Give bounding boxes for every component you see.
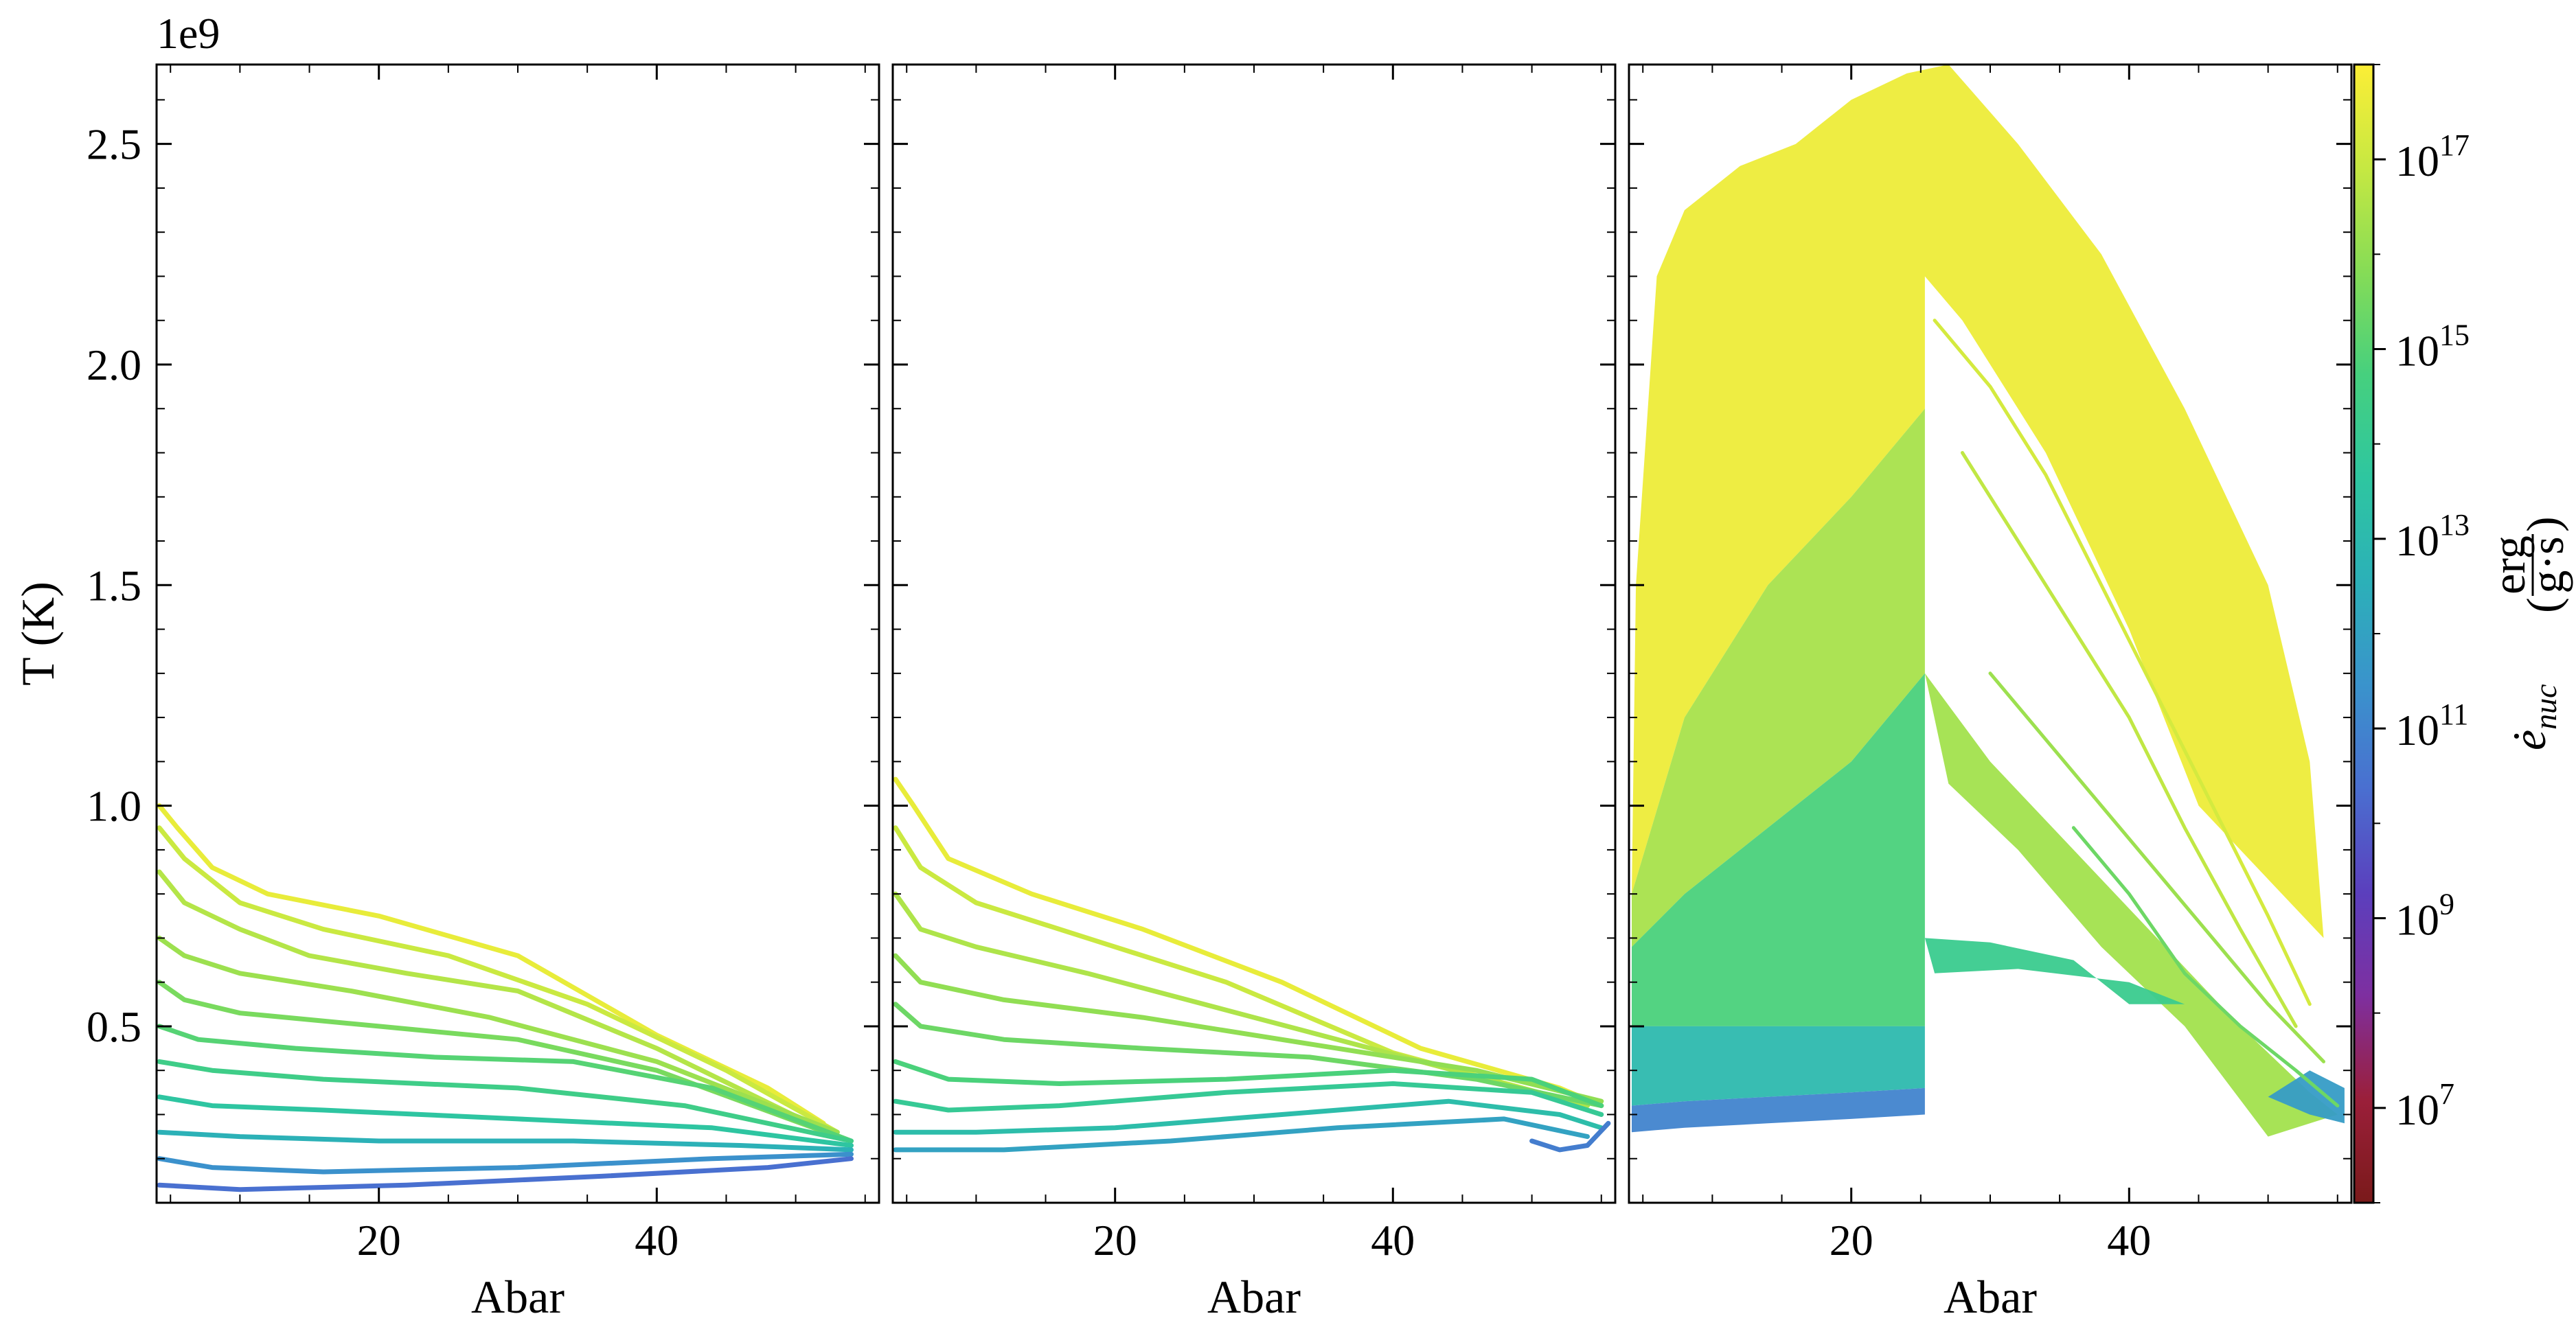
colorbar-label-numerator: erg [2483,535,2535,595]
panel-1-y-tick-label: 0.5 [87,1002,141,1051]
colorbar-label-main: ė [2503,730,2555,750]
colorbar-tick-label: 109 [2395,888,2454,945]
panel-3-region-3 [1632,673,1925,1026]
colorbar-ticks: 107 109 1011 1013 1015 1017 [2373,64,2470,1203]
panel-3-region-1 [1632,65,2324,938]
panel-2-track-6 [893,1059,1604,1109]
panel-3-x-axis-label: Abar [1944,1271,2037,1323]
panel-1-ticks: 20 40 0.5 1.0 1.5 2.0 2.5 [87,65,879,1265]
panel-2-track-10 [1529,1120,1611,1153]
panel-1-y-tick-label: 1.5 [87,561,141,610]
y-offset-label: 1e9 [157,9,220,58]
svg-text:ėnuc: ėnuc [2503,684,2563,750]
colorbar-tick-label: 1015 [2395,319,2470,376]
panel-1-y-tick-label: 2.0 [87,341,141,389]
panel-1-x-tick-label: 40 [635,1216,679,1265]
colorbar-label-close-paren: ) [2517,516,2569,532]
colorbar-gradient [2354,65,2373,1203]
panel-1-track-6 [157,1024,854,1144]
panel-2-track-8 [893,1098,1604,1135]
panel-1: 20 40 0.5 1.0 1.5 2.0 2.5 Abar T (K) [12,63,880,1323]
panel-1-y-tick-label: 2.5 [87,120,141,169]
panel-2-data [893,776,1611,1153]
panel-3-x-tick-label: 40 [2107,1216,2151,1265]
panel-1-track-7 [157,1059,854,1144]
colorbar-tick-label: 1017 [2395,128,2470,185]
panel-3-region-8 [2268,1070,2345,1124]
panel-2-track-9 [893,1116,1590,1153]
panel-3-region-4 [1632,1026,1925,1106]
panel-3: 20 40 Abar [1628,63,2353,1323]
panel-1-track-11 [157,1156,854,1192]
colorbar-label-denominator: g·s [2521,536,2573,593]
panel-1-track-3 [157,869,840,1140]
panel-1-x-axis-label: Abar [471,1271,565,1323]
colorbar-label: ėnuc erg g·s ( ) [2483,516,2573,750]
panel-2-track-7 [893,1081,1604,1117]
panel-2-track-1 [893,776,1604,1109]
panel-1-y-axis-label: T (K) [12,581,64,686]
panel-1-data [157,803,854,1192]
panel-3-ticks: 20 40 [1629,65,2351,1265]
panel-1-track-10 [157,1151,854,1175]
panel-2-x-axis-label: Abar [1207,1271,1301,1323]
colorbar-label-sub: nuc [2528,684,2563,729]
colorbar-tick-label: 1013 [2395,508,2470,565]
colorbar-tick-label: 1011 [2395,697,2468,754]
panel-1-track-9 [157,1129,854,1153]
panel-1-track-4 [157,935,840,1135]
colorbar-label-open-paren: ( [2517,597,2569,613]
colorbar-tick-label: 107 [2395,1077,2454,1134]
panel-2-x-tick-label: 20 [1093,1216,1137,1265]
panel-1-x-tick-label: 20 [357,1216,401,1265]
panel-3-frame [1628,63,2353,1204]
panel-3-region-7 [1924,938,2185,1004]
panel-1-y-tick-label: 1.0 [87,782,141,831]
panel-2: 20 40 Abar [891,63,1617,1323]
panel-3-data [1632,65,2345,1137]
panel-3-region-2 [1632,408,1925,947]
panel-3-region-5 [1632,1087,1925,1133]
panel-1-track-8 [157,1094,854,1148]
panel-1-track-2 [157,825,840,1135]
panel-2-frame [891,63,1617,1204]
panel-2-x-tick-label: 40 [1371,1216,1415,1265]
panel-1-track-5 [157,980,840,1140]
panel-3-track-2 [1961,451,2298,1028]
panel-3-x-tick-label: 20 [1830,1216,1873,1265]
panel-3-track-3 [1988,671,2325,1063]
panel-2-track-5 [893,1002,1604,1109]
colorbar-frame [2353,63,2375,1204]
panel-3-track-1 [1933,319,2312,1006]
panel-1-frame [155,63,880,1204]
panel-2-track-4 [893,953,1604,1104]
panel-3-track-4 [2071,826,2340,1108]
colorbar: 107 109 1011 1013 1015 1017 ėnuc erg g·s ( ) [2353,63,2573,1204]
